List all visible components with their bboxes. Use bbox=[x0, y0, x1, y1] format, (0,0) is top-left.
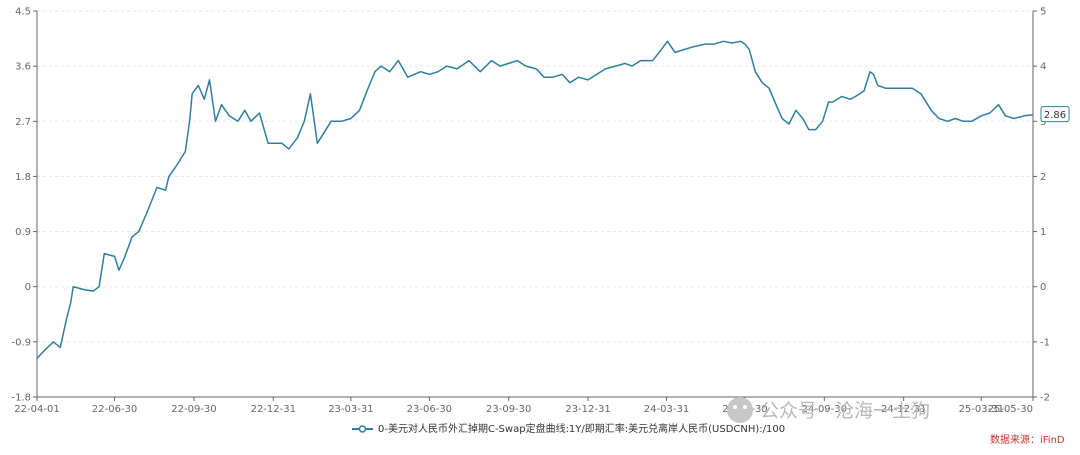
x-tick-label: 22-12-31 bbox=[251, 404, 296, 415]
last-value-label: 2.86 bbox=[1044, 110, 1066, 121]
left-tick-label: -1.8 bbox=[11, 393, 31, 404]
right-tick-label: 1 bbox=[1040, 227, 1046, 238]
x-tick-label: 24-09-30 bbox=[802, 404, 847, 415]
axes bbox=[36, 11, 1034, 398]
x-tick-label: 25-05-30 bbox=[988, 404, 1033, 415]
x-tick-label: 22-06-30 bbox=[92, 404, 137, 415]
x-tick-label: 24-03-31 bbox=[644, 404, 689, 415]
x-tick-label: 25-03-31 bbox=[959, 404, 1004, 415]
x-tick-label: 24-12-31 bbox=[881, 404, 926, 415]
left-tick-label: 0.9 bbox=[15, 227, 31, 238]
legend-marker bbox=[358, 425, 367, 433]
x-tick-label: 22-09-30 bbox=[171, 404, 216, 415]
x-tick-label: 23-03-31 bbox=[328, 404, 373, 415]
watermark-text: 公众号 · 沧海一土狗 bbox=[760, 400, 930, 422]
wechat-icon-eye-right bbox=[743, 405, 747, 409]
left-y-tick-labels: 4.5 3.6 2.7 1.8 0.9 0 -0.9 -1.8 bbox=[11, 7, 37, 404]
right-y-tick-labels: 5 4 3 2 1 0 -1 -2 bbox=[1033, 7, 1050, 404]
series-layer bbox=[36, 40, 1034, 359]
right-tick-label: -2 bbox=[1040, 393, 1050, 404]
x-tick-label: 23-09-30 bbox=[486, 404, 531, 415]
legend[interactable]: 0-美元对人民币外汇掉期C-Swap定盘曲线:1Y/即期汇率:美元兑离岸人民币(… bbox=[352, 422, 785, 435]
right-tick-label: 2 bbox=[1040, 172, 1046, 183]
right-tick-label: 3 bbox=[1040, 117, 1046, 128]
last-value-badge: 2.86 bbox=[1040, 106, 1070, 123]
last-value-badge-box bbox=[1040, 106, 1070, 123]
left-tick-label: 1.8 bbox=[15, 172, 31, 183]
legend-label: 0-美元对人民币外汇掉期C-Swap定盘曲线:1Y/即期汇率:美元兑离岸人民币(… bbox=[378, 422, 785, 435]
x-tick-label: 22-04-01 bbox=[14, 404, 59, 415]
right-tick-label: 5 bbox=[1040, 7, 1046, 18]
series-line[interactable] bbox=[36, 40, 1034, 359]
data-source-text: 数据来源：iFinD bbox=[990, 433, 1065, 446]
left-tick-label: 2.7 bbox=[15, 117, 31, 128]
left-tick-label: 4.5 bbox=[15, 7, 31, 18]
left-tick-label: -0.9 bbox=[11, 337, 31, 348]
right-tick-label: -1 bbox=[1040, 337, 1050, 348]
left-tick-label: 3.6 bbox=[15, 62, 31, 73]
wechat-icon bbox=[727, 397, 753, 423]
watermark: 公众号 · 沧海一土狗 数据来源：iFinD bbox=[727, 397, 1065, 446]
wechat-icon-eye-left bbox=[733, 405, 737, 409]
left-tick-label: 0 bbox=[25, 282, 31, 293]
x-tick-label: 23-06-30 bbox=[407, 404, 452, 415]
right-tick-label: 0 bbox=[1040, 282, 1046, 293]
x-tick-label: 23-12-31 bbox=[565, 404, 610, 415]
right-tick-label: 4 bbox=[1040, 62, 1046, 73]
